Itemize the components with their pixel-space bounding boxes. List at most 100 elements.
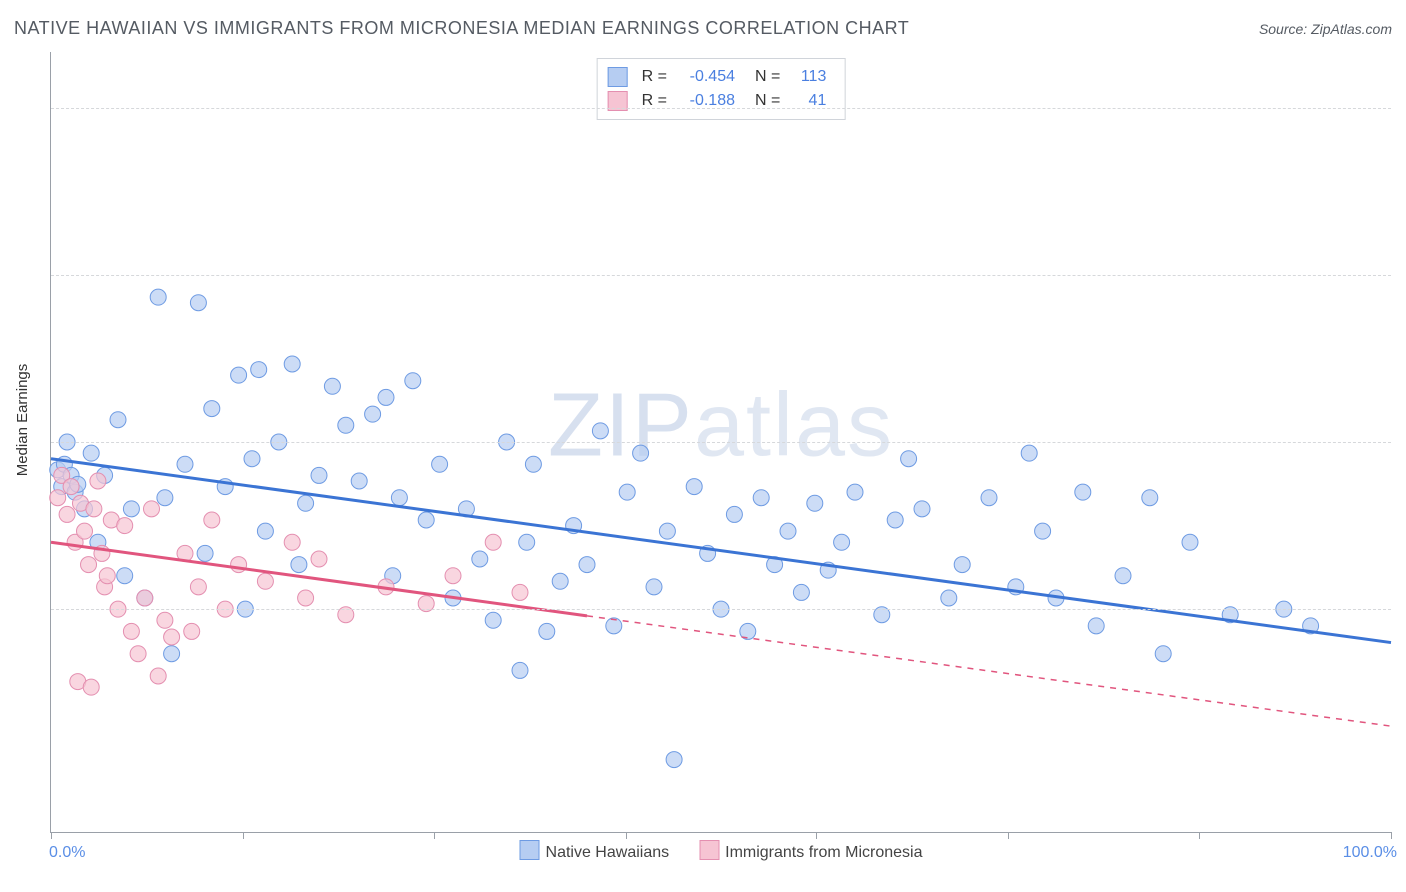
- data-point: [807, 495, 823, 511]
- data-point: [351, 473, 367, 489]
- data-point: [666, 752, 682, 768]
- data-point: [190, 579, 206, 595]
- data-point: [954, 557, 970, 573]
- data-point: [338, 417, 354, 433]
- legend-item: Native Hawaiians: [520, 840, 670, 862]
- gridline: [51, 609, 1391, 610]
- data-point: [1035, 523, 1051, 539]
- data-point: [197, 545, 213, 561]
- data-point: [512, 662, 528, 678]
- x-tick: [1008, 832, 1009, 839]
- data-point: [633, 445, 649, 461]
- x-tick: [1199, 832, 1200, 839]
- x-tick: [243, 832, 244, 839]
- data-point: [686, 479, 702, 495]
- data-point: [59, 506, 75, 522]
- data-point: [184, 623, 200, 639]
- data-point: [405, 373, 421, 389]
- data-point: [592, 423, 608, 439]
- data-point: [81, 557, 97, 573]
- y-tick-label: $80,000: [1397, 99, 1406, 117]
- scatter-plot: ZIPatlas R =-0.454N =113R =-0.188N =41 0…: [50, 52, 1391, 833]
- data-point: [726, 506, 742, 522]
- data-point: [251, 362, 267, 378]
- gridline: [51, 275, 1391, 276]
- data-point: [231, 367, 247, 383]
- data-point: [659, 523, 675, 539]
- data-point: [50, 490, 66, 506]
- x-tick: [816, 832, 817, 839]
- data-point: [619, 484, 635, 500]
- data-point: [391, 490, 407, 506]
- data-point: [1115, 568, 1131, 584]
- data-point: [646, 579, 662, 595]
- data-point: [164, 629, 180, 645]
- legend-item: Immigrants from Micronesia: [699, 840, 922, 862]
- data-point: [539, 623, 555, 639]
- data-point: [130, 646, 146, 662]
- x-tick: [434, 832, 435, 839]
- data-point: [753, 490, 769, 506]
- data-point: [1075, 484, 1091, 500]
- data-point: [472, 551, 488, 567]
- data-point: [157, 612, 173, 628]
- data-point: [150, 668, 166, 684]
- legend-swatch: [520, 840, 540, 860]
- data-point: [485, 534, 501, 550]
- gridline: [51, 108, 1391, 109]
- data-point: [525, 456, 541, 472]
- data-point: [552, 573, 568, 589]
- data-point: [793, 584, 809, 600]
- data-point: [418, 512, 434, 528]
- data-point: [77, 523, 93, 539]
- legend-swatch: [699, 840, 719, 860]
- x-axis-max-label: 100.0%: [1343, 844, 1397, 862]
- data-point: [284, 534, 300, 550]
- y-tick-label: $35,000: [1397, 600, 1406, 618]
- data-point: [512, 584, 528, 600]
- data-point: [117, 568, 133, 584]
- data-point: [847, 484, 863, 500]
- chart-title: NATIVE HAWAIIAN VS IMMIGRANTS FROM MICRO…: [14, 18, 909, 39]
- y-tick-label: $50,000: [1397, 433, 1406, 451]
- data-point: [164, 646, 180, 662]
- data-point: [579, 557, 595, 573]
- data-point: [204, 401, 220, 417]
- data-point: [137, 590, 153, 606]
- data-point: [914, 501, 930, 517]
- data-point: [204, 512, 220, 528]
- data-point: [887, 512, 903, 528]
- gridline: [51, 442, 1391, 443]
- data-point: [177, 456, 193, 472]
- data-point: [257, 523, 273, 539]
- data-point: [257, 573, 273, 589]
- data-point: [123, 623, 139, 639]
- data-point: [144, 501, 160, 517]
- data-point: [291, 557, 307, 573]
- data-point: [445, 568, 461, 584]
- data-point: [150, 289, 166, 305]
- x-tick: [1391, 832, 1392, 839]
- data-point: [1088, 618, 1104, 634]
- data-point: [324, 378, 340, 394]
- data-point: [519, 534, 535, 550]
- data-point: [90, 473, 106, 489]
- data-point: [63, 479, 79, 495]
- data-point: [365, 406, 381, 422]
- data-point: [123, 501, 139, 517]
- source-attribution: Source: ZipAtlas.com: [1259, 21, 1392, 37]
- trend-line-dashed: [587, 616, 1391, 726]
- data-point: [99, 568, 115, 584]
- data-point: [86, 501, 102, 517]
- data-point: [780, 523, 796, 539]
- data-point: [311, 551, 327, 567]
- data-point: [244, 451, 260, 467]
- data-point: [378, 389, 394, 405]
- x-tick: [626, 832, 627, 839]
- correlation-legend-row: R =-0.454N =113: [608, 65, 827, 89]
- data-point: [1182, 534, 1198, 550]
- data-point: [311, 467, 327, 483]
- data-point: [190, 295, 206, 311]
- data-point: [834, 534, 850, 550]
- x-tick: [51, 832, 52, 839]
